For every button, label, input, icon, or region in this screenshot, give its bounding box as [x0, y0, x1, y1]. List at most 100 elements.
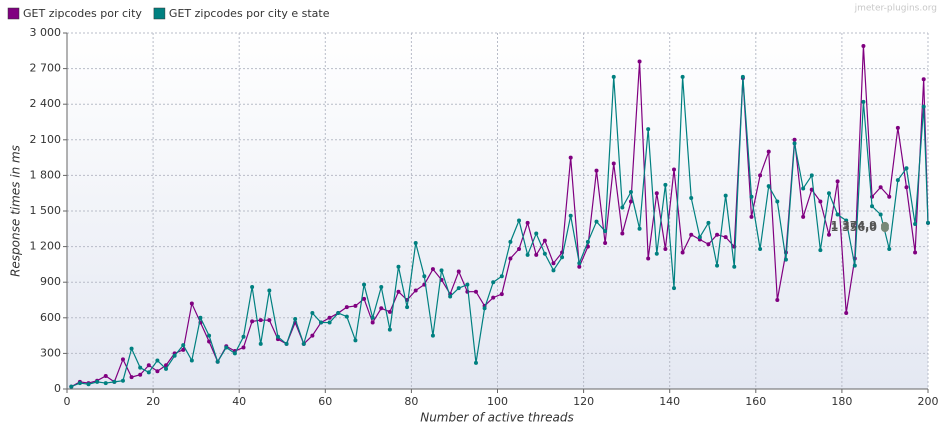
data-point [926, 220, 930, 225]
data-point [913, 222, 918, 227]
data-point [585, 239, 590, 244]
x-tick-label: 20 [146, 395, 160, 408]
data-point [706, 242, 711, 247]
data-point [887, 246, 892, 251]
data-point [267, 288, 272, 293]
x-tick-label: 180 [831, 395, 852, 408]
data-point [396, 264, 401, 269]
data-point [172, 353, 177, 358]
data-point [568, 155, 573, 160]
data-point [861, 44, 866, 49]
data-point [525, 220, 530, 225]
data-point [491, 295, 496, 300]
data-point [620, 205, 625, 210]
legend-label: GET zipcodes por city e state [169, 7, 330, 20]
data-point [396, 289, 401, 294]
data-point [387, 309, 392, 314]
data-point [387, 327, 392, 332]
data-point [103, 373, 108, 378]
data-point [379, 306, 384, 311]
data-point [370, 315, 375, 320]
data-point [715, 232, 720, 237]
data-point [801, 186, 806, 191]
data-point [895, 125, 900, 130]
data-point [887, 194, 892, 199]
data-point [835, 212, 840, 217]
data-point [594, 168, 599, 173]
data-point [301, 341, 306, 346]
data-point [904, 185, 909, 190]
data-point [792, 137, 797, 142]
data-point [164, 366, 169, 371]
data-point [844, 311, 849, 316]
data-point [473, 360, 478, 365]
data-point [189, 301, 194, 306]
data-point [826, 191, 831, 196]
data-point [215, 359, 220, 364]
data-point [267, 318, 272, 323]
data-point [189, 358, 194, 363]
data-point [818, 248, 823, 253]
legend-swatch [7, 7, 20, 20]
data-point [138, 372, 143, 377]
annotation-point [880, 224, 889, 233]
data-point [637, 59, 642, 64]
data-point [697, 235, 702, 240]
data-point [499, 292, 504, 297]
data-point [766, 149, 771, 154]
y-tick-label: 2 400 [30, 97, 62, 110]
data-point [551, 268, 556, 273]
y-tick-label: 2 100 [30, 133, 62, 146]
data-point [129, 346, 134, 351]
data-point [603, 229, 608, 234]
data-point [895, 178, 900, 183]
data-point [801, 214, 806, 219]
data-point [353, 303, 358, 308]
data-point [628, 190, 633, 195]
data-point [120, 357, 125, 362]
data-point [344, 305, 349, 310]
data-point [422, 274, 427, 279]
data-point [284, 341, 289, 346]
data-point [155, 369, 160, 374]
data-point [568, 213, 573, 218]
y-axis-title: Response times in ms [9, 145, 23, 277]
data-point [654, 251, 659, 256]
data-point [852, 263, 857, 268]
data-point [921, 77, 926, 82]
data-point [120, 378, 125, 383]
data-point [499, 274, 504, 279]
x-tick-label: 200 [918, 395, 939, 408]
data-point [775, 298, 780, 302]
x-tick-label: 140 [659, 395, 680, 408]
data-point [672, 286, 677, 291]
data-point [861, 99, 866, 104]
annotation: 1 374,9 [831, 219, 877, 232]
data-point [456, 269, 461, 274]
y-tick-label: 0 [54, 382, 61, 395]
y-tick-label: 300 [40, 346, 61, 359]
data-point [250, 319, 255, 324]
data-point [69, 384, 74, 389]
y-tick-label: 600 [40, 311, 61, 324]
data-point [181, 347, 186, 352]
data-point [129, 375, 134, 380]
data-point [327, 315, 332, 320]
data-point [792, 141, 797, 146]
data-point [542, 238, 547, 243]
data-point [637, 226, 642, 231]
data-point [646, 127, 651, 132]
data-point [715, 263, 720, 268]
data-point [473, 289, 478, 294]
data-point [508, 239, 513, 244]
x-tick-label: 60 [318, 395, 332, 408]
data-point [344, 314, 349, 319]
data-point [646, 256, 651, 261]
data-point [258, 318, 263, 323]
data-point [654, 191, 659, 196]
data-point [517, 218, 522, 223]
data-point [241, 334, 246, 339]
data-point [310, 333, 315, 338]
legend-label: GET zipcodes por city [23, 7, 142, 20]
